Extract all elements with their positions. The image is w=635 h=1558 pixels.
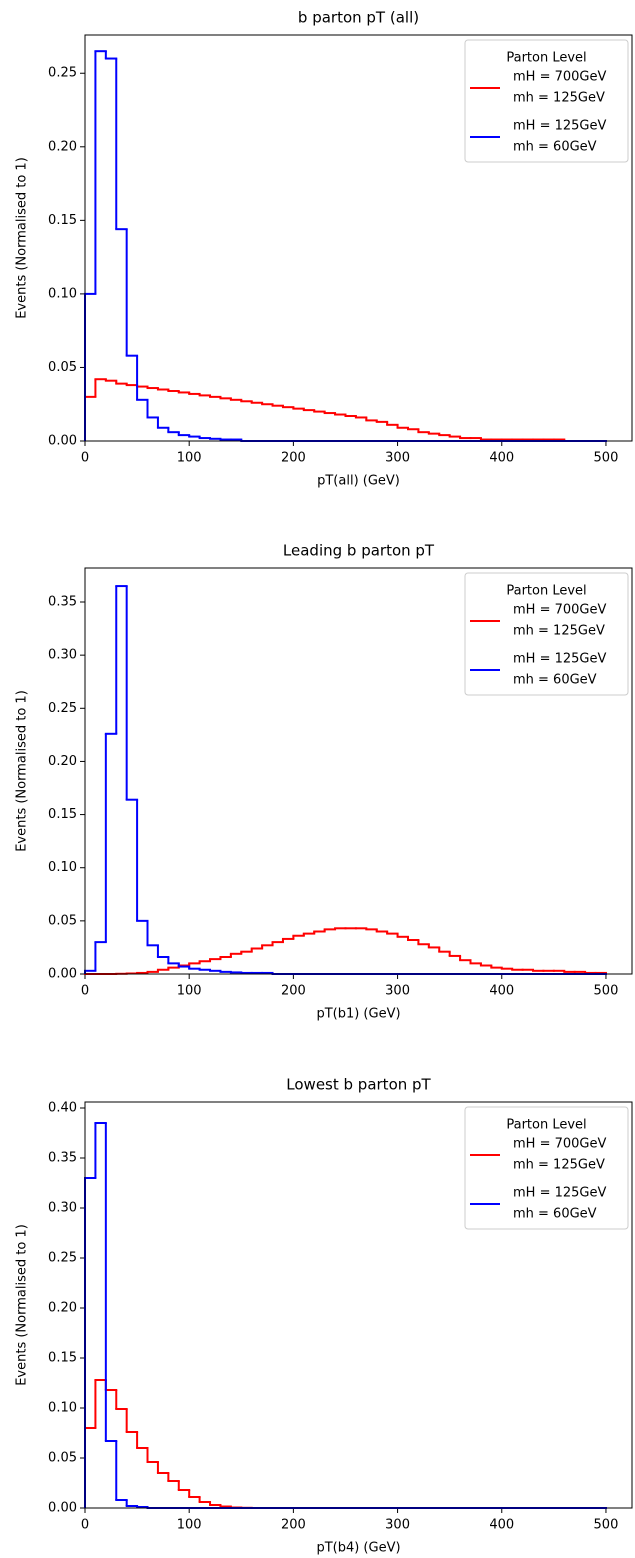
y-tick-label: 0.00 [48, 967, 77, 982]
panel: Lowest b parton pT pT(b4) (GeV) Events (No… [15, 1076, 633, 1556]
legend-label: mH = 700GeV [513, 70, 606, 85]
x-tick-label: 200 [281, 984, 306, 999]
y-tick-label: 0.30 [48, 1201, 77, 1216]
legend-label: mH = 125GeV [513, 652, 606, 667]
legend-label: mh = 125GeV [513, 1158, 605, 1173]
y-tick-label: 0.10 [48, 860, 77, 875]
x-tick-label: 300 [385, 984, 410, 999]
legend-label: mh = 125GeV [513, 91, 605, 106]
x-tick-label: 100 [177, 984, 202, 999]
chart-title: Leading b parton pT [283, 542, 435, 560]
panel: b parton pT (all) pT(all) (GeV) Events (No… [15, 9, 633, 489]
x-tick-label: 500 [594, 1518, 619, 1533]
y-tick-label: 0.35 [48, 595, 77, 610]
y-tick-label: 0.40 [48, 1101, 77, 1116]
y-axis-label: Events (Normalised to 1) [15, 1224, 30, 1386]
x-tick-label: 300 [385, 451, 410, 466]
y-tick-label: 0.05 [48, 913, 77, 928]
x-tick-label: 200 [281, 451, 306, 466]
y-tick-label: 0.20 [48, 754, 77, 769]
legend-label: mH = 125GeV [513, 1186, 606, 1201]
y-tick-label: 0.25 [48, 1251, 77, 1266]
legend-label: mh = 125GeV [513, 624, 605, 639]
y-tick-label: 0.35 [48, 1151, 77, 1166]
x-tick-label: 100 [177, 1518, 202, 1533]
y-tick-label: 0.10 [48, 286, 77, 301]
y-tick-label: 0.20 [48, 139, 77, 154]
y-tick-label: 0.25 [48, 701, 77, 716]
legend-box [464, 39, 629, 163]
y-tick-label: 0.00 [48, 434, 77, 449]
x-tick-label: 0 [81, 451, 89, 466]
y-tick-label: 0.05 [48, 1451, 77, 1466]
x-tick-label: 500 [594, 984, 619, 999]
legend-label: mH = 700GeV [513, 1137, 606, 1152]
y-tick-label: 0.05 [48, 360, 77, 375]
y-tick-label: 0.15 [48, 1351, 77, 1366]
x-tick-label: 0 [81, 1518, 89, 1533]
x-tick-label: 300 [385, 1518, 410, 1533]
legend-label: mH = 700GeV [513, 603, 606, 618]
legend-box [464, 1106, 629, 1230]
x-axis-label: pT(all) (GeV) [317, 474, 400, 489]
plot-frame [84, 34, 633, 442]
legend-title: Parton Level [506, 584, 586, 599]
legend-box [464, 572, 629, 696]
y-tick-label: 0.30 [48, 648, 77, 663]
y-axis-label: Events (Normalised to 1) [15, 690, 30, 852]
x-axis-label: pT(b4) (GeV) [316, 1541, 400, 1556]
legend-label: mh = 60GeV [513, 140, 597, 155]
legend-title: Parton Level [506, 51, 586, 66]
y-tick-label: 0.10 [48, 1401, 77, 1416]
x-tick-label: 400 [489, 1518, 514, 1533]
plot-frame [84, 1101, 633, 1509]
x-axis-label: pT(b1) (GeV) [316, 1007, 400, 1022]
x-tick-label: 0 [81, 984, 89, 999]
legend-label: mh = 60GeV [513, 1207, 597, 1222]
x-tick-label: 200 [281, 1518, 306, 1533]
x-tick-label: 100 [177, 451, 202, 466]
plot-frame [84, 567, 633, 975]
legend-label: mh = 60GeV [513, 673, 597, 688]
y-tick-label: 0.00 [48, 1501, 77, 1516]
y-tick-label: 0.15 [48, 807, 77, 822]
panel: Leading b parton pT pT(b1) (GeV) Events (N… [15, 542, 633, 1022]
chart-title: Lowest b parton pT [286, 1076, 431, 1094]
y-axis-label: Events (Normalised to 1) [15, 157, 30, 319]
x-tick-label: 400 [489, 451, 514, 466]
legend-title: Parton Level [506, 1118, 586, 1133]
y-tick-label: 0.15 [48, 213, 77, 228]
y-tick-label: 0.25 [48, 66, 77, 81]
legend-label: mH = 125GeV [513, 119, 606, 134]
y-tick-label: 0.20 [48, 1301, 77, 1316]
x-tick-label: 400 [489, 984, 514, 999]
chart-title: b parton pT (all) [298, 9, 419, 27]
x-tick-label: 500 [594, 451, 619, 466]
